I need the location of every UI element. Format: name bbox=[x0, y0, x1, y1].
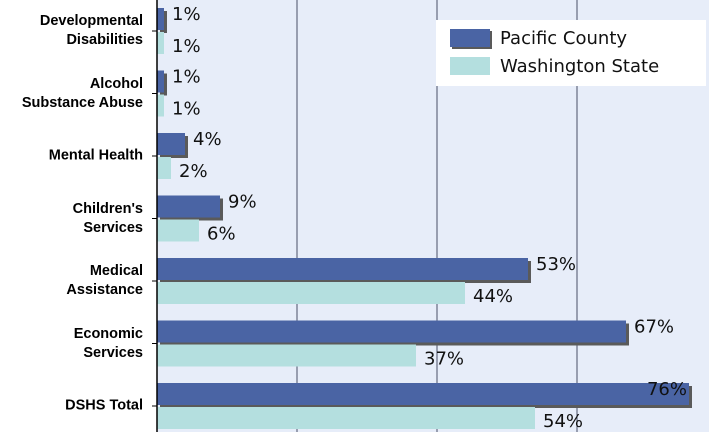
value-label: 1% bbox=[172, 4, 201, 25]
value-label: 76% bbox=[647, 379, 687, 400]
bar bbox=[157, 258, 528, 280]
value-label: 67% bbox=[634, 317, 674, 338]
y-tick-label: Medical Assistance bbox=[66, 263, 143, 298]
bar bbox=[157, 133, 185, 155]
value-label: 9% bbox=[228, 192, 257, 213]
y-tick-label: Economic Services bbox=[73, 325, 143, 361]
y-tick-label: DSHS Total bbox=[65, 397, 143, 414]
value-label: 1% bbox=[172, 67, 201, 88]
bar bbox=[157, 219, 199, 242]
value-label: 54% bbox=[543, 411, 583, 432]
y-tick-label: Alcohol Substance Abuse bbox=[21, 75, 143, 111]
bar bbox=[157, 195, 220, 218]
bar bbox=[157, 383, 689, 405]
y-tick-label: Children's Services bbox=[72, 200, 143, 236]
bar bbox=[157, 94, 164, 117]
legend: Pacific County Washington State bbox=[436, 20, 706, 86]
bar bbox=[157, 320, 626, 343]
bar bbox=[157, 157, 171, 179]
y-tick-label: Mental Health bbox=[48, 147, 143, 164]
value-label: 53% bbox=[536, 254, 576, 275]
bar bbox=[157, 8, 164, 30]
value-label: 44% bbox=[473, 286, 513, 307]
legend-label: Washington State bbox=[500, 56, 659, 77]
legend-swatch bbox=[450, 57, 490, 75]
bar bbox=[157, 32, 164, 54]
value-label: 6% bbox=[207, 224, 236, 245]
y-tick-label: Developmental Disabilities bbox=[39, 13, 143, 48]
value-label: 4% bbox=[193, 129, 222, 150]
value-label: 2% bbox=[179, 161, 208, 182]
bar bbox=[157, 407, 535, 429]
value-label: 1% bbox=[172, 99, 201, 120]
value-label: 1% bbox=[172, 36, 201, 57]
value-label: 37% bbox=[424, 349, 464, 370]
bar bbox=[157, 70, 164, 93]
bar bbox=[157, 344, 416, 367]
bar bbox=[157, 282, 465, 304]
legend-label: Pacific County bbox=[500, 28, 627, 49]
legend-swatch bbox=[450, 29, 490, 47]
